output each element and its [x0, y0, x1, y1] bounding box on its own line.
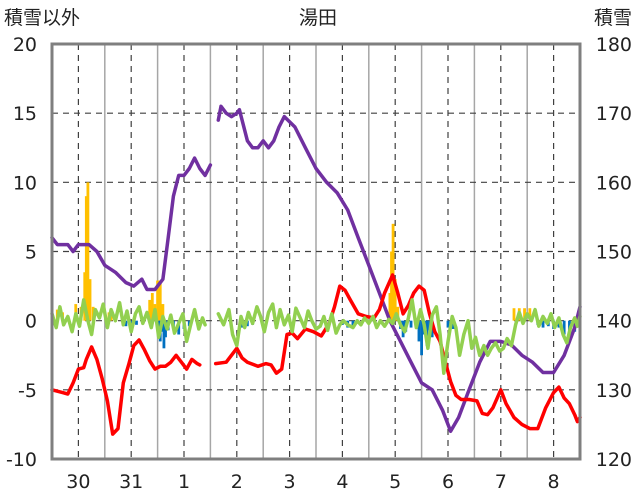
series-line: [50, 156, 213, 292]
left-axis-title: 積雪以外: [4, 7, 80, 29]
x-tick-label: 2: [231, 471, 243, 493]
chart-title: 湯田: [299, 7, 337, 29]
bar: [420, 320, 423, 356]
x-tick-label: 30: [66, 471, 90, 493]
left-tick-label: 0: [25, 311, 37, 333]
x-tick-label: 4: [336, 471, 348, 493]
right-tick-label: 120: [596, 449, 632, 471]
series-line: [216, 104, 582, 434]
left-tick-label: 20: [13, 34, 37, 56]
bar: [162, 320, 166, 349]
bar: [161, 304, 165, 321]
bar: [156, 280, 159, 321]
bar: [158, 280, 162, 321]
left-tick-label: 5: [25, 242, 37, 264]
x-tick-label: 1: [178, 471, 190, 493]
bar: [83, 272, 87, 321]
right-tick-label: 140: [596, 311, 632, 333]
x-tick-label: 8: [548, 471, 560, 493]
bar: [86, 182, 90, 321]
right-tick-label: 180: [596, 34, 632, 56]
lines-layer: [50, 104, 582, 436]
grid: [52, 44, 580, 459]
x-ticks: 30 31 1 2 3 4 5 6 7 8: [66, 471, 559, 493]
x-tick-label: 5: [389, 471, 401, 493]
bar: [390, 251, 393, 321]
bar: [88, 279, 92, 321]
bar: [84, 196, 88, 321]
bar: [523, 308, 526, 321]
bar: [150, 293, 154, 321]
right-axis-title: 積雪: [594, 7, 632, 29]
left-tick-label: -5: [18, 380, 37, 402]
bar: [562, 320, 566, 335]
bar: [135, 320, 138, 325]
bar: [391, 223, 395, 321]
x-tick-label: 7: [495, 471, 507, 493]
right-tick-label: 170: [596, 103, 632, 125]
right-tick-label: 150: [596, 242, 632, 264]
bar: [446, 320, 450, 328]
right-y-ticks: 180 170 160 150 140 130 120: [596, 34, 632, 471]
bar: [541, 320, 545, 328]
x-tick-label: 6: [442, 471, 454, 493]
x-tick-label: 3: [284, 471, 296, 493]
left-y-ticks: 20 15 10 5 0 -5 -10: [6, 34, 37, 471]
plot-frame: [50, 42, 582, 461]
bar: [528, 308, 532, 321]
bar: [393, 279, 397, 321]
bar: [512, 308, 516, 321]
series-line: [213, 273, 582, 431]
bar: [148, 299, 152, 321]
bar: [124, 320, 128, 327]
x-tick-label: 31: [119, 471, 143, 493]
series-line: [50, 338, 202, 436]
bar: [409, 320, 413, 328]
series-line: [216, 298, 582, 375]
left-tick-label: -10: [6, 449, 37, 471]
bar: [388, 293, 392, 321]
bar: [417, 320, 421, 342]
right-tick-label: 160: [596, 172, 632, 194]
left-tick-label: 10: [13, 172, 37, 194]
right-tick-label: 130: [596, 380, 632, 402]
left-tick-label: 15: [13, 103, 37, 125]
series-line: [50, 298, 207, 344]
bar: [351, 320, 355, 327]
